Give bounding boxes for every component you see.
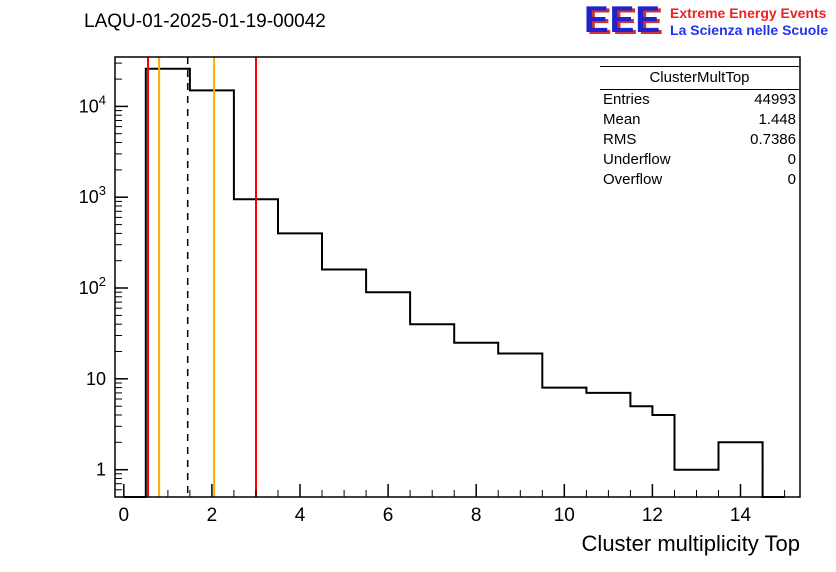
- plot-title: LAQU-01-2025-01-19-00042: [84, 11, 326, 32]
- x-tick-label: 12: [642, 505, 663, 526]
- plot-frame: [114, 56, 801, 498]
- x-tick-label: 0: [119, 505, 130, 526]
- eee-logo-caption: Extreme Energy Events La Scienza nelle S…: [670, 4, 828, 39]
- x-tick-label: 8: [471, 505, 482, 526]
- stats-row-label: Entries: [603, 91, 650, 108]
- stats-title: ClusterMultTop: [600, 67, 799, 90]
- eee-logo-line1: Extreme Energy Events: [670, 5, 827, 21]
- stats-row-label: RMS: [603, 131, 637, 148]
- x-tick-label: 10: [554, 505, 575, 526]
- stats-row-label: Underflow: [603, 151, 671, 168]
- x-axis-title: Cluster multiplicity Top: [582, 531, 800, 556]
- x-tick-label: 6: [383, 505, 394, 526]
- stats-row-label: Mean: [603, 111, 641, 128]
- y-tick-label: 102: [79, 274, 106, 298]
- stats-row-value: 0.7386: [750, 131, 796, 148]
- x-tick-label: 14: [730, 505, 752, 526]
- stats-row-value: 0: [787, 171, 796, 188]
- stats-box: ClusterMultTop Entries 44993 Mean 1.448 RMS 0…: [600, 66, 799, 190]
- stats-row: RMS 0.7386: [600, 130, 799, 150]
- eee-logo: EEE Extreme Energy Events La Scienza nel…: [584, 0, 828, 40]
- x-tick-label: 2: [207, 505, 218, 526]
- histogram-line: [123, 67, 785, 498]
- stats-row: Underflow 0: [600, 150, 799, 170]
- y-tick-label: 10: [86, 369, 106, 389]
- stats-row: Mean 1.448: [600, 110, 799, 130]
- stats-row-label: Overflow: [603, 171, 663, 188]
- stats-rows: Entries 44993 Mean 1.448 RMS 0.7386 Underflow 0…: [600, 90, 799, 190]
- stats-row: Entries 44993: [600, 90, 799, 110]
- y-tick-label: 1: [96, 460, 106, 480]
- stats-row-value: 1.448: [758, 111, 796, 128]
- y-tick-label: 104: [79, 92, 106, 116]
- stats-row-value: 0: [787, 151, 796, 168]
- stats-row: Overflow 0: [600, 170, 799, 190]
- y-tick-label: 103: [79, 183, 106, 207]
- x-tick-label: 4: [295, 505, 306, 526]
- eee-logo-line2: La Scienza nelle Scuole: [670, 22, 828, 38]
- eee-logo-text: EEE: [584, 0, 662, 40]
- stats-row-value: 44993: [754, 91, 796, 108]
